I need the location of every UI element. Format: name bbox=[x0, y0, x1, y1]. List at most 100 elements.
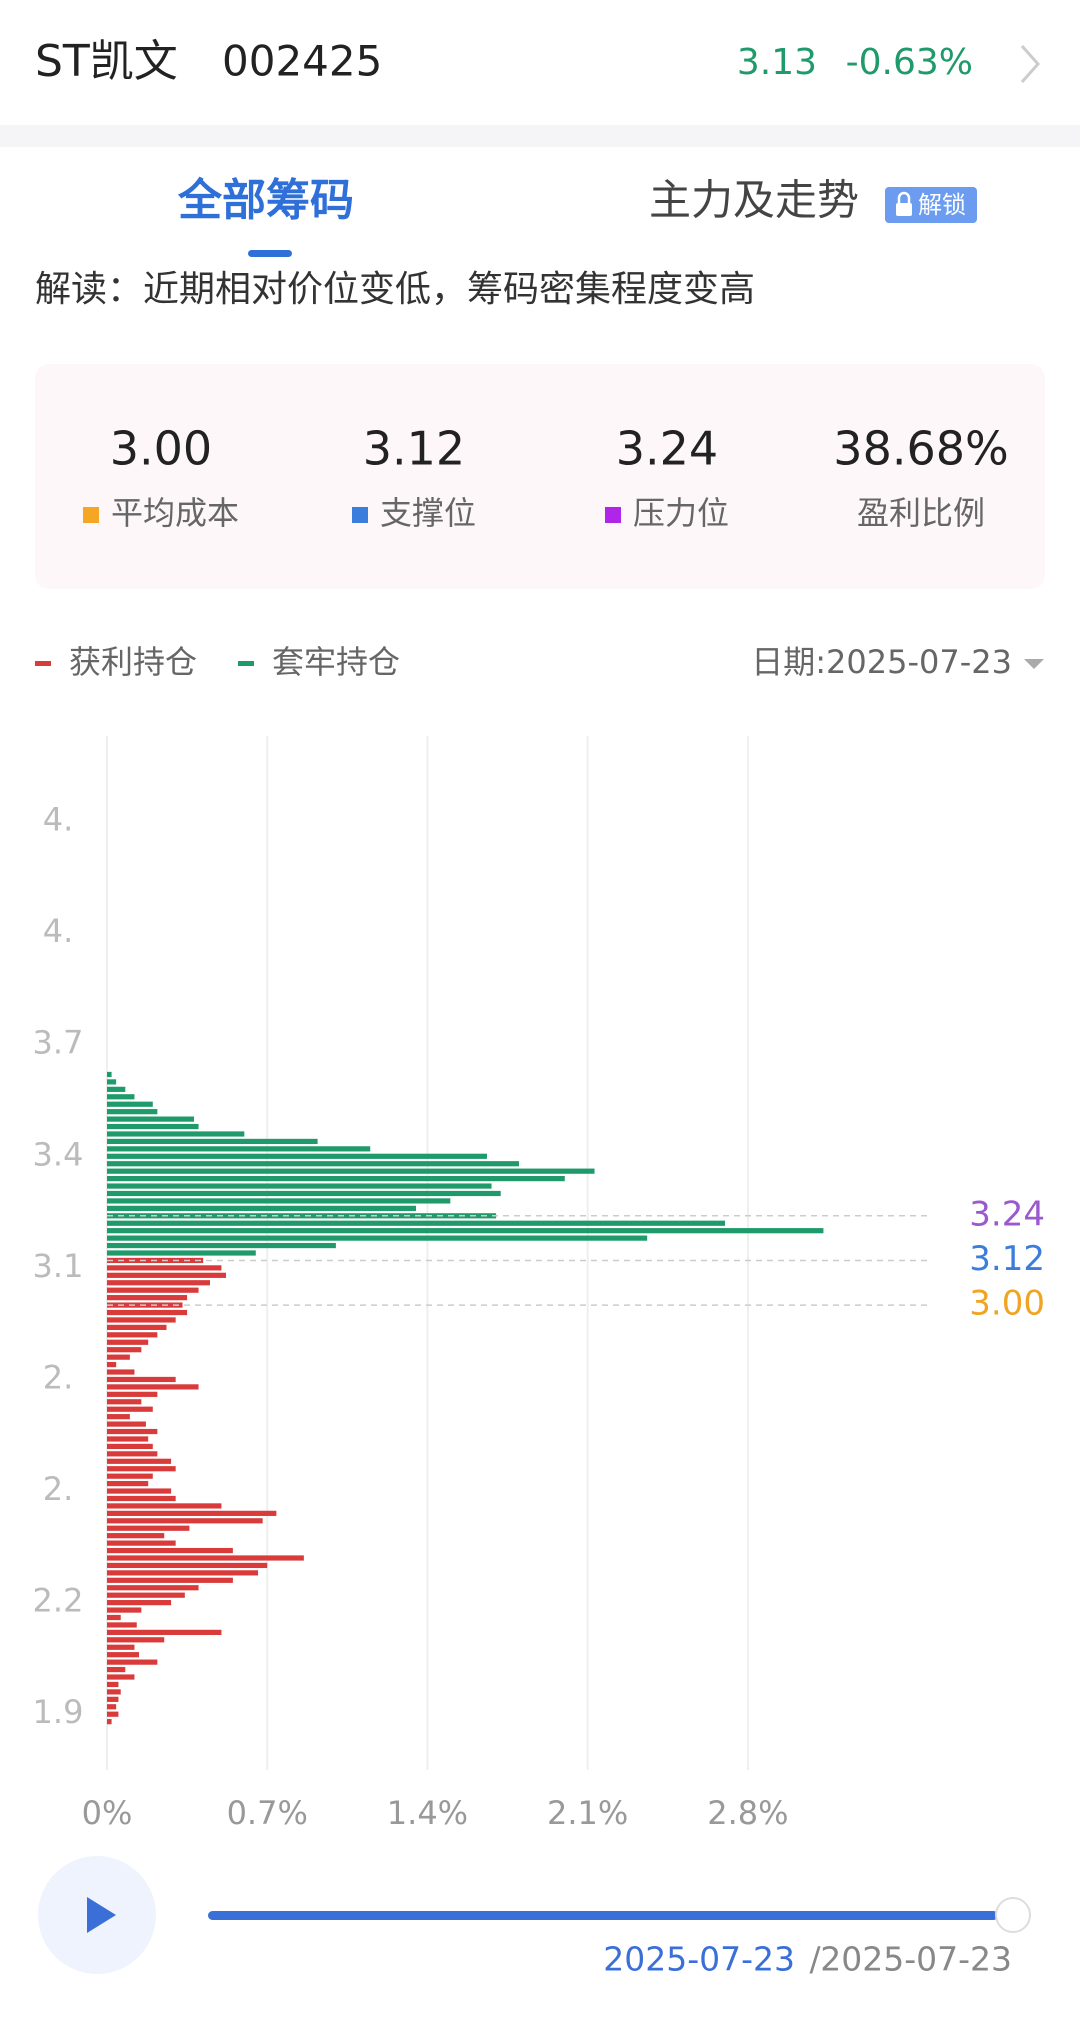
x-tick-label: 2.8% bbox=[707, 1794, 788, 1832]
stat-value: 3.24 bbox=[616, 422, 718, 476]
bar bbox=[107, 1228, 824, 1234]
x-tick-label: 2.1% bbox=[547, 1794, 628, 1832]
bar bbox=[107, 1488, 172, 1494]
bar bbox=[107, 1250, 256, 1256]
stat-label: 平均成本 bbox=[111, 494, 239, 532]
stat-label: 盈利比例 bbox=[857, 494, 985, 532]
y-tick-label: 2. bbox=[43, 1358, 74, 1396]
bar bbox=[107, 1101, 153, 1107]
bar bbox=[107, 1555, 304, 1561]
bar bbox=[107, 1287, 199, 1293]
play-icon bbox=[87, 1897, 116, 1933]
y-tick-label: 1.9 bbox=[33, 1693, 84, 1731]
bar bbox=[107, 1272, 227, 1278]
stock-code: 002425 bbox=[222, 37, 382, 86]
y-tick-label: 3.1 bbox=[33, 1247, 84, 1285]
legend-swatch bbox=[35, 661, 51, 666]
progress-knob[interactable] bbox=[995, 1897, 1031, 1933]
bar bbox=[107, 1347, 142, 1353]
bar bbox=[107, 1637, 165, 1643]
bar bbox=[107, 1443, 153, 1450]
bar bbox=[107, 1242, 336, 1249]
bar bbox=[107, 1481, 149, 1487]
bar bbox=[107, 1547, 233, 1554]
bar bbox=[107, 1198, 451, 1204]
bar bbox=[107, 1138, 318, 1145]
bar bbox=[107, 1295, 188, 1301]
bar bbox=[107, 1131, 245, 1137]
dropdown-arrow[interactable] bbox=[1024, 659, 1044, 669]
bar bbox=[107, 1585, 199, 1591]
reference-label: 3.12 bbox=[969, 1239, 1045, 1279]
bar bbox=[107, 1533, 165, 1539]
bar bbox=[107, 1109, 158, 1115]
y-tick-label: 4. bbox=[43, 801, 74, 839]
bar bbox=[107, 1704, 117, 1710]
bar bbox=[107, 1428, 158, 1435]
bar bbox=[107, 1235, 648, 1241]
bar bbox=[107, 1540, 176, 1546]
reference-label: 3.24 bbox=[969, 1194, 1045, 1234]
stat-swatch bbox=[82, 507, 99, 523]
stat-value: 38.68% bbox=[833, 422, 1008, 476]
bar bbox=[107, 1384, 199, 1390]
bar bbox=[107, 1324, 167, 1330]
chevron[interactable] bbox=[1020, 45, 1041, 83]
bar bbox=[107, 1562, 268, 1569]
bar bbox=[107, 1361, 117, 1368]
current-date: 2025-07-23 bbox=[603, 1940, 795, 1979]
bar bbox=[107, 1123, 199, 1130]
chip-chart: 0% 0.7% 1.4% 2.1% 2.8% 4. 4. 3.7 3.4 3.1 2. 2. 2.2 1.… bbox=[33, 736, 1045, 1832]
bar bbox=[107, 1436, 149, 1442]
bar bbox=[107, 1317, 176, 1323]
y-tick-label: 4. bbox=[43, 912, 74, 950]
bar bbox=[107, 1696, 119, 1702]
bar bbox=[107, 1399, 142, 1405]
bar bbox=[107, 1577, 233, 1583]
bar bbox=[107, 1161, 519, 1167]
bar bbox=[107, 1495, 176, 1502]
bar bbox=[107, 1220, 725, 1226]
bar bbox=[107, 1614, 121, 1621]
bar bbox=[107, 1339, 149, 1345]
bar bbox=[107, 1213, 497, 1219]
bar bbox=[107, 1309, 188, 1316]
stat-label: 压力位 bbox=[633, 494, 729, 532]
lock-shackle bbox=[897, 191, 911, 203]
bar bbox=[107, 1414, 130, 1420]
bar bbox=[107, 1332, 158, 1338]
bar bbox=[107, 1674, 135, 1680]
bar bbox=[107, 1168, 595, 1174]
bar bbox=[107, 1116, 194, 1122]
bar bbox=[107, 1369, 135, 1375]
bar bbox=[107, 1622, 137, 1628]
bar bbox=[107, 1503, 222, 1509]
x-tick-label: 0% bbox=[82, 1794, 133, 1832]
bar bbox=[107, 1458, 172, 1464]
bar bbox=[107, 1421, 146, 1427]
progress-bar[interactable] bbox=[208, 1911, 998, 1920]
bar bbox=[107, 1659, 158, 1665]
date-selector[interactable]: 日期:2025-07-23 bbox=[751, 643, 1012, 681]
legend-swatch bbox=[238, 661, 254, 666]
bar bbox=[107, 1629, 222, 1635]
bar bbox=[107, 1666, 126, 1673]
tab-active[interactable]: 全部筹码 bbox=[177, 175, 354, 226]
interpretation: 解读：近期相对价位变低，筹码密集程度变高 bbox=[35, 269, 755, 310]
stock-name: ST凯文 bbox=[35, 36, 178, 87]
y-tick-label: 2.2 bbox=[33, 1582, 84, 1620]
lock-icon bbox=[896, 203, 912, 216]
bar bbox=[107, 1719, 112, 1725]
price: 3.13 bbox=[737, 42, 817, 83]
stat-swatch bbox=[604, 507, 621, 523]
y-tick-label: 3.7 bbox=[33, 1024, 84, 1062]
stat-value: 3.00 bbox=[110, 422, 212, 476]
legend-label: 获利持仓 bbox=[69, 643, 197, 681]
date-separator: / bbox=[809, 1940, 821, 1979]
end-date: 2025-07-23 bbox=[820, 1940, 1012, 1979]
bar bbox=[107, 1466, 176, 1472]
bar bbox=[107, 1711, 119, 1717]
tab[interactable]: 主力及走势 bbox=[649, 176, 859, 225]
bar bbox=[107, 1205, 416, 1211]
